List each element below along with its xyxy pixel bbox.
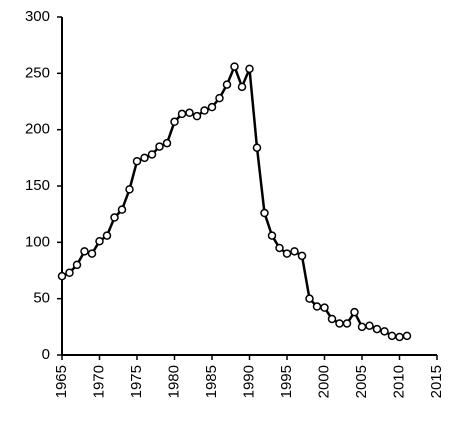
marker (305, 294, 314, 303)
marker (402, 331, 412, 341)
y-tick-label: 0 (42, 346, 50, 363)
marker (215, 93, 224, 103)
marker (290, 247, 299, 256)
y-tick-label: 300 (25, 8, 50, 25)
y-tick-label: 100 (25, 233, 50, 250)
marker (162, 138, 172, 148)
marker (320, 303, 329, 312)
marker (380, 327, 389, 336)
marker (230, 62, 239, 71)
y-tick-label: 50 (33, 290, 50, 307)
marker (342, 319, 352, 328)
marker (372, 324, 382, 334)
marker (207, 102, 217, 112)
marker (387, 331, 397, 341)
x-tick-label: 2000 (315, 365, 332, 398)
line (61, 63, 408, 339)
x-tick-label: 2005 (353, 365, 370, 398)
marker (57, 271, 67, 281)
marker (395, 332, 404, 342)
x-tick-label: 1980 (165, 365, 182, 398)
marker (170, 117, 179, 127)
marker (282, 249, 292, 258)
y-tick-label: 150 (25, 177, 50, 194)
marker (117, 205, 127, 214)
marker (267, 231, 277, 240)
marker (200, 106, 209, 115)
marker (72, 260, 82, 270)
marker (95, 236, 104, 246)
marker (357, 322, 367, 332)
marker (312, 302, 322, 311)
marker (132, 156, 142, 166)
y-tick-label: 200 (25, 121, 50, 138)
x-tick-label: 1965 (53, 365, 70, 398)
x-tick-label: 1985 (203, 365, 220, 398)
x-tick-label: 1970 (90, 365, 107, 398)
marker (252, 143, 262, 152)
x-tick-label: 1975 (128, 365, 145, 398)
marker (237, 82, 247, 92)
marker (222, 80, 232, 89)
marker (335, 319, 344, 328)
y-tick-label: 250 (25, 64, 50, 81)
marker (185, 108, 194, 118)
marker (177, 109, 187, 119)
marker (147, 150, 157, 159)
marker (350, 307, 359, 317)
marker (275, 243, 284, 253)
marker (110, 213, 119, 222)
x-tick-label: 2010 (390, 365, 407, 398)
marker (260, 208, 269, 218)
marker (65, 268, 74, 278)
x-tick-label: 2015 (428, 365, 445, 398)
marker (192, 111, 202, 121)
marker (297, 251, 307, 261)
marker (327, 314, 337, 324)
marker (102, 231, 112, 240)
marker (155, 142, 164, 151)
marker (140, 153, 149, 163)
marker (245, 64, 254, 74)
marker (125, 185, 134, 194)
x-tick-label: 1995 (278, 365, 295, 398)
marker (80, 247, 89, 256)
x-tick-label: 1990 (240, 365, 257, 398)
marker (87, 249, 97, 258)
marker (365, 321, 374, 330)
